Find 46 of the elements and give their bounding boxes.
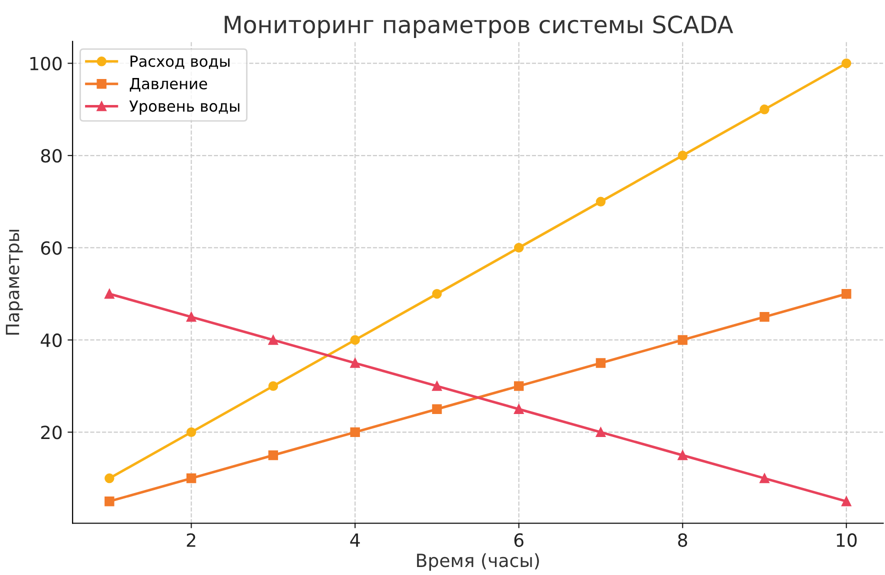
point <box>104 288 114 299</box>
legend-label: Давление <box>130 78 208 92</box>
point <box>842 496 852 506</box>
point <box>350 358 360 368</box>
x-tick-label: 6 <box>514 533 524 547</box>
point <box>186 312 196 322</box>
point <box>186 473 196 484</box>
point <box>842 58 852 68</box>
x-axis-title: Время (часы) <box>417 553 539 571</box>
point <box>514 381 524 391</box>
x-tick-label: 2 <box>186 533 196 547</box>
point <box>268 450 278 460</box>
point <box>596 196 606 206</box>
x-tick-label: 8 <box>678 533 688 547</box>
y-tick-label: 60 <box>41 241 62 255</box>
point <box>760 473 770 484</box>
point <box>268 335 278 345</box>
point <box>596 358 606 368</box>
legend-label: Уровень воды <box>129 100 240 115</box>
point <box>596 427 606 438</box>
point <box>760 312 770 322</box>
point <box>350 427 360 438</box>
y-tick-label: 20 <box>41 426 62 440</box>
legend-label: Расход воды <box>130 56 230 69</box>
y-tick-label: 80 <box>41 148 62 163</box>
x-tick-label: 10 <box>836 533 857 547</box>
y-axis-title: Параметры <box>6 230 23 335</box>
point <box>186 427 196 438</box>
point <box>350 335 360 345</box>
x-tick-label: 4 <box>350 534 360 547</box>
point <box>842 288 852 299</box>
chart-title: Мониторинг параметров системы SCADA <box>224 16 734 38</box>
point <box>678 450 688 460</box>
point <box>678 335 688 345</box>
point <box>432 404 442 414</box>
point <box>268 381 278 391</box>
y-tick-label: 100 <box>30 56 62 70</box>
y-tick-label: 40 <box>40 333 62 348</box>
point <box>104 473 114 484</box>
point <box>514 242 524 253</box>
point <box>432 381 442 391</box>
point <box>514 404 524 414</box>
point <box>678 150 688 160</box>
point <box>432 288 442 299</box>
point <box>104 496 114 506</box>
point <box>760 104 770 114</box>
